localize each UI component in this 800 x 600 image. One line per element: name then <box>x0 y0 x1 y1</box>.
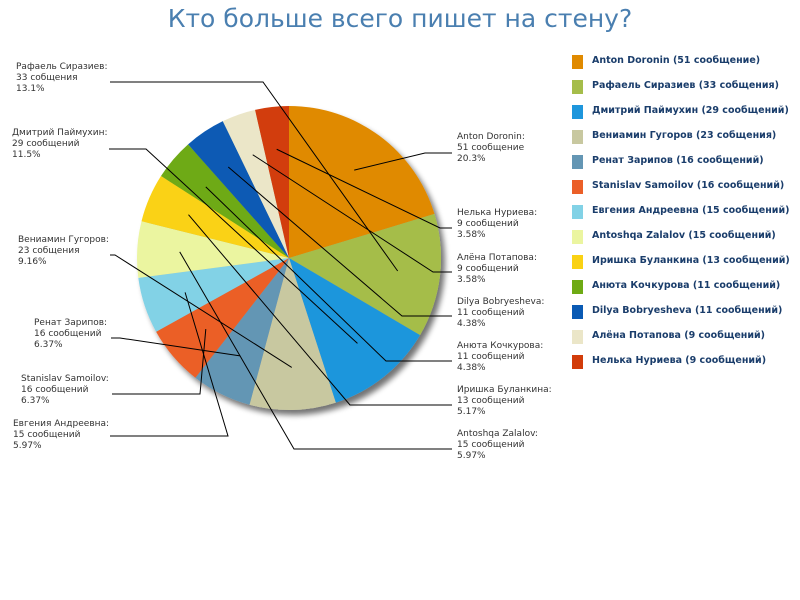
legend-item-1: Рафаель Сиразиев (33 собщения) <box>572 77 800 102</box>
chart-title: Кто больше всего пишет на стену? <box>167 4 633 33</box>
legend-swatch-7 <box>572 230 583 244</box>
callout-leader-9 <box>205 186 452 362</box>
callout-leader-4 <box>111 337 241 357</box>
callout-leader-5 <box>112 329 207 395</box>
legend: Anton Doronin (51 сообщение) Рафаель Сира… <box>572 52 800 377</box>
pie-slice-8 <box>141 176 289 258</box>
legend-swatch-6 <box>572 205 583 219</box>
pie-slice-0 <box>289 106 435 258</box>
callout-leader-11 <box>252 154 452 273</box>
legend-item-8: Иришка Буланкина (13 сообщений) <box>572 252 800 277</box>
legend-swatch-1 <box>572 80 583 94</box>
legend-label-0: Anton Doronin (51 сообщение) <box>592 55 761 66</box>
pie-slice-5 <box>156 258 289 378</box>
pie-slice-6 <box>138 258 289 332</box>
legend-label-12: Нелька Нуриева (9 сообщений) <box>592 355 767 366</box>
callout-labels: Anton Doronin: 51 сообщение 20.3% Рафаель С… <box>12 62 552 461</box>
pie-slice-9 <box>160 144 289 258</box>
legend-label-3: Вениамин Гугоров (23 собщения) <box>592 130 777 141</box>
callout-label-12: Нелька Нуриева: 9 сообщений 3.58% <box>457 208 537 240</box>
legend-item-4: Ренат Зарипов (16 сообщений) <box>572 152 800 177</box>
callout-leader-12 <box>276 148 452 229</box>
callout-label-6: Евгения Андреевна: 15 сообщений 5.97% <box>13 419 109 451</box>
callout-leader-3 <box>110 254 293 368</box>
legend-swatch-11 <box>572 330 583 344</box>
legend-swatch-5 <box>572 180 583 194</box>
callout-label-5: Stanislav Samoilov: 16 сообщений 6.37% <box>21 374 109 406</box>
callout-leader-7 <box>179 251 452 450</box>
legend-label-7: Antoshqa Zalalov (15 сообщений) <box>592 230 776 241</box>
callout-label-8: Иришка Буланкина: 13 сообщений 5.17% <box>457 385 552 417</box>
legend-item-11: Алёна Потапова (9 сообщений) <box>572 327 800 352</box>
pie-slices <box>136 106 441 410</box>
legend-label-11: Алёна Потапова (9 сообщений) <box>592 330 765 341</box>
legend-label-1: Рафаель Сиразиев (33 собщения) <box>592 80 779 91</box>
callout-label-1: Рафаель Сиразиев: 33 собщения 13.1% <box>16 62 107 94</box>
callout-label-2: Дмитрий Паймухин: 29 сообщений 11.5% <box>12 128 108 160</box>
callout-leader-8 <box>188 214 452 406</box>
legend-label-4: Ренат Зарипов (16 сообщений) <box>592 155 764 166</box>
legend-swatch-3 <box>572 130 583 144</box>
legend-label-2: Дмитрий Паймухин (29 сообщений) <box>592 105 789 116</box>
callout-label-10: Dilya Bobryesheva: 11 сообщений 4.38% <box>457 297 544 329</box>
legend-swatch-0 <box>572 55 583 69</box>
callout-label-11: Алёна Потапова: 9 сообщений 3.58% <box>457 253 537 285</box>
callout-label-9: Анюта Кочкурова: 11 сообщений 4.38% <box>457 341 543 373</box>
legend-swatch-10 <box>572 305 583 319</box>
legend-item-5: Stanislav Samoilov (16 сообщений) <box>572 177 800 202</box>
callout-leader-6 <box>110 292 229 437</box>
legend-item-0: Anton Doronin (51 сообщение) <box>572 52 800 77</box>
legend-label-6: Евгения Андреевна (15 сообщений) <box>592 205 790 216</box>
legend-swatch-2 <box>572 105 583 119</box>
callout-leader-0 <box>354 152 452 171</box>
legend-item-9: Анюта Кочкурова (11 сообщений) <box>572 277 800 302</box>
legend-item-10: Dilya Bobryesheva (11 сообщений) <box>572 302 800 327</box>
callout-leader-10 <box>227 166 452 317</box>
callout-label-3: Вениамин Гугоров: 23 собщения 9.16% <box>18 235 109 267</box>
pie-slice-1 <box>289 213 441 336</box>
pie-slice-11 <box>222 109 289 259</box>
legend-swatch-4 <box>572 155 583 169</box>
legend-item-3: Вениамин Гугоров (23 собщения) <box>572 127 800 152</box>
callout-label-7: Antoshqa Zalalov: 15 сообщений 5.97% <box>457 429 538 461</box>
callout-label-0: Anton Doronin: 51 сообщение 20.3% <box>457 132 525 164</box>
pie-slice-10 <box>188 121 289 259</box>
callout-leaders <box>109 81 452 450</box>
pie-slice-3 <box>249 258 336 410</box>
callout-leader-2 <box>109 148 358 344</box>
legend-item-6: Евгения Андреевна (15 сообщений) <box>572 202 800 227</box>
legend-swatch-9 <box>572 280 583 294</box>
callout-leader-1 <box>110 81 399 272</box>
legend-item-2: Дмитрий Паймухин (29 сообщений) <box>572 102 800 127</box>
legend-label-8: Иришка Буланкина (13 сообщений) <box>592 255 790 266</box>
callout-label-4: Ренат Зарипов: 16 сообщений 6.37% <box>34 318 107 350</box>
legend-label-9: Анюта Кочкурова (11 сообщений) <box>592 280 781 291</box>
legend-swatch-8 <box>572 255 583 269</box>
legend-label-5: Stanislav Samoilov (16 сообщений) <box>592 180 785 191</box>
legend-item-12: Нелька Нуриева (9 сообщений) <box>572 352 800 377</box>
legend-item-7: Antoshqa Zalalov (15 сообщений) <box>572 227 800 252</box>
legend-label-10: Dilya Bobryesheva (11 сообщений) <box>592 305 783 316</box>
pie-slice-7 <box>136 221 289 278</box>
legend-swatch-12 <box>572 355 583 369</box>
pie-slice-4 <box>195 258 289 405</box>
pie-slice-12 <box>255 106 289 258</box>
